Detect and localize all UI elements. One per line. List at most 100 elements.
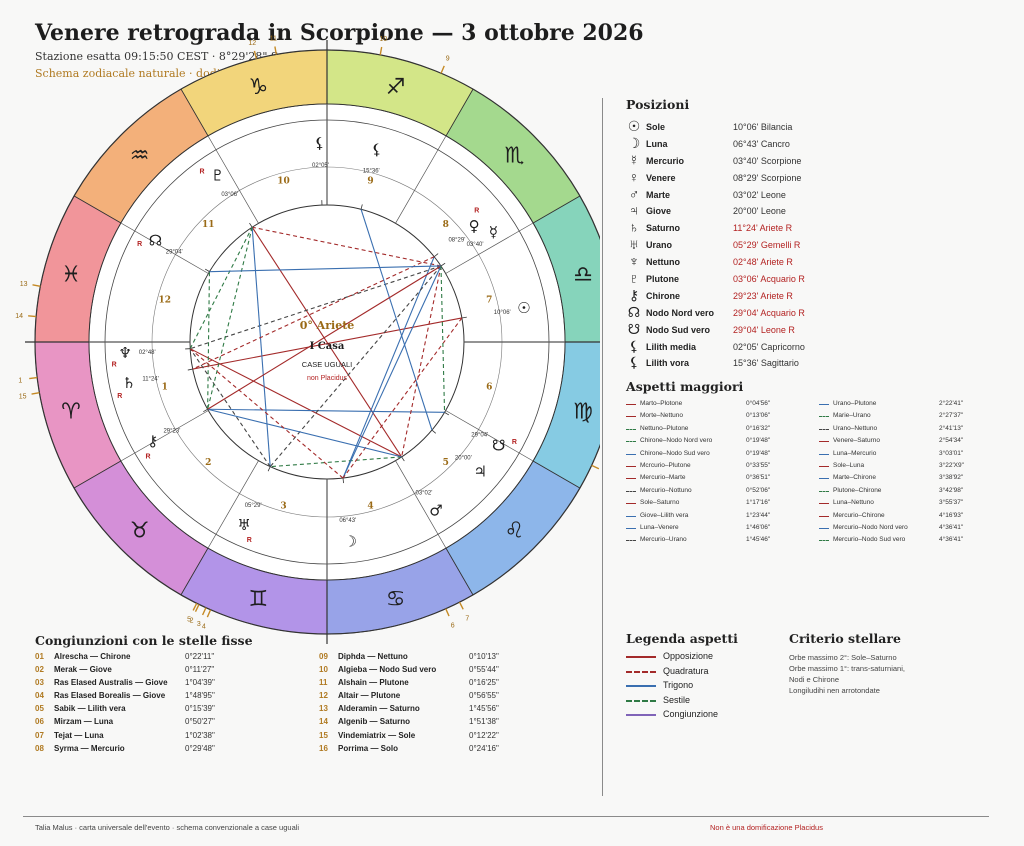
legend-label: Opposizione: [663, 651, 714, 661]
house-number: 1: [162, 382, 168, 392]
aspect-label: Venere–Saturno: [833, 437, 880, 445]
planet-glyph: ☉: [517, 299, 530, 317]
aspect-line-swatch: [626, 441, 636, 443]
position-value: 20°00' Leone: [733, 206, 786, 217]
star-conjunction: Alrescha — Chirone: [54, 652, 131, 661]
star-row: 05 Sabik — Lilith vera 0°15'39": [35, 703, 315, 716]
planet-glyph: ⚸: [371, 140, 382, 158]
planet-degree-label: 03°02': [415, 490, 432, 496]
aspect-orb: 3°55'37": [939, 499, 964, 507]
position-value: 03°40' Scorpione: [733, 155, 802, 166]
aspect-line-swatch: [819, 503, 829, 505]
house-number: 10: [277, 177, 290, 187]
center-label-ascendant: 0° Ariete: [300, 319, 355, 332]
stars-column-left: 01 Alrescha — Chirone 0°22'11" 02 Merak — Gi…: [35, 651, 315, 756]
star-orb: 0°29'48": [185, 743, 215, 753]
legend-swatch: [626, 656, 656, 658]
house-cusp-line: [445, 222, 534, 274]
position-row: ⚸ Lilith vora 15°36' Sagittario: [626, 354, 1006, 373]
legend-label: Trigono: [663, 680, 694, 690]
aspect-orb: 0°19'48": [746, 437, 771, 445]
position-value: 05°29' Gemelli R: [733, 240, 801, 251]
star-conjunction: Porrima — Solo: [338, 743, 399, 753]
position-name: Plutone: [646, 274, 679, 285]
planet-icon: ☽: [627, 134, 641, 151]
planet-icon: ♂: [628, 185, 640, 202]
position-name: Nodo Sud vero: [646, 324, 711, 335]
star-row: 12 Altair — Plutone 0°56'55": [319, 690, 599, 703]
position-name: Chirone: [646, 290, 681, 301]
star-row: 07 Tejat — Luna 1°02'38": [35, 730, 315, 743]
planet-degree-label: 29°23': [163, 428, 180, 434]
aspect-row: Chirone–Nodo Sud vero 0°19'48": [626, 449, 816, 461]
aspect-line: [360, 209, 433, 431]
aspect-line-swatch: [819, 428, 829, 430]
center-label-house: I Casa: [310, 341, 345, 352]
positions-list: ☉ Sole 10°06' Bilancia ☽ Luna 06°43' Cancro ☿ M…: [626, 118, 1006, 373]
sign-glyph-toro: ♉: [130, 518, 150, 543]
criterio-text: Orbe massimo 2°: Sole–Saturno Orbe massim…: [789, 652, 989, 696]
position-value: 29°04' Acquario R: [733, 307, 805, 318]
star-row: 03 Ras Elased Australis — Giove 1°04'39": [35, 677, 315, 690]
star-row: 13 Alderamin — Saturno 1°45'56": [319, 703, 599, 716]
aspect-line: [207, 227, 253, 410]
center-label-note: non Placidus: [307, 375, 348, 382]
position-row: ☉ Sole 10°06' Bilancia: [626, 118, 1006, 137]
positions-heading: Posizioni: [626, 97, 690, 112]
star-orb: 0°11'27": [185, 665, 215, 675]
aspect-row: Morte–Nettuno 0°13'06": [626, 411, 816, 423]
planet-glyph: ♃: [473, 463, 486, 481]
footer-left: Talia Malus · carta universale dell'even…: [35, 823, 300, 832]
aspect-line: [192, 256, 435, 370]
fixed-star-tick-label: 12: [248, 40, 256, 47]
aspect-label: Marie–Urano: [833, 412, 871, 420]
star-orb: 1°04'39": [185, 678, 215, 688]
aspect-row: Mercurio–Nodo Nord vero 4°36'41": [819, 523, 1009, 535]
criterio-line: Orbe massimo 1°: trans-saturniani,: [789, 664, 905, 673]
aspect-row: Giove–Lilith vera 1°23'44": [626, 511, 816, 523]
position-value: 29°23' Ariete R: [733, 290, 793, 301]
sign-glyph-vergine: ♍: [573, 400, 593, 425]
retrograde-marker: R: [112, 362, 117, 369]
sign-glyph-gemelli: ♊: [249, 587, 269, 612]
fixed-star-tick-label: 11: [270, 36, 277, 43]
house-number: 8: [443, 220, 449, 230]
aspect-label: Morte–Nettuno: [640, 412, 683, 420]
legend-swatch: [626, 685, 656, 687]
house-number: 5: [443, 458, 449, 468]
aspects-column-right: Urano–Plutone 2°22'41" Marie–Urano 2°27'37"…: [819, 399, 1009, 548]
sign-glyph-acquario: ♒: [130, 144, 150, 169]
aspect-label: Marte–Chirone: [833, 474, 876, 482]
star-number: 14: [319, 717, 328, 727]
position-row: ☿ Mercurio 03°40' Scorpione: [626, 152, 1006, 171]
star-orb: 0°50'27": [185, 717, 215, 727]
aspect-orb: 2°54'34": [939, 437, 964, 445]
star-conjunction: Altair — Plutone: [338, 691, 401, 701]
house-number: 7: [486, 296, 492, 306]
retrograde-marker: R: [474, 207, 479, 214]
star-orb: 0°16'25": [469, 678, 499, 688]
aspect-line-swatch: [626, 527, 636, 529]
criterio-line: Longiludihi nen arrotondate: [789, 686, 880, 695]
aspect-line-swatch: [819, 416, 829, 418]
planet-glyph: ☊: [149, 231, 162, 249]
fixed-star-tick-label: 3: [197, 621, 201, 628]
aspect-orb: 3°38'92": [939, 474, 964, 482]
star-row: 01 Alrescha — Chirone 0°22'11": [35, 651, 315, 664]
position-row: ♅ Urano 05°29' Gemelli R: [626, 236, 1006, 255]
position-name: Marte: [646, 189, 671, 200]
sign-glyph-ariete: ♈: [61, 400, 81, 425]
aspect-orb: 4°16'93": [939, 511, 964, 519]
aspect-row: Urano–Plutone 2°22'41": [819, 399, 1009, 411]
position-value: 03°02' Leone: [733, 189, 786, 200]
star-conjunction: Alderamin — Saturno: [338, 704, 420, 714]
aspect-label: Mercurio–Nodo Sud vero: [833, 536, 906, 544]
planet-glyph: ♂: [429, 502, 442, 520]
position-row: ☽ Luna 06°43' Cancro: [626, 134, 1006, 154]
position-row: ♃ Giove 20°00' Leone: [626, 202, 1006, 221]
fixed-star-tick-label: 4: [202, 623, 206, 630]
aspect-orb: 2°41'13": [939, 424, 964, 432]
star-number: 07: [35, 730, 44, 740]
footer-right: Non è una domificazione Placidus: [710, 823, 823, 832]
position-row: ⚷ Chirone 29°23' Ariete R: [626, 287, 1006, 306]
